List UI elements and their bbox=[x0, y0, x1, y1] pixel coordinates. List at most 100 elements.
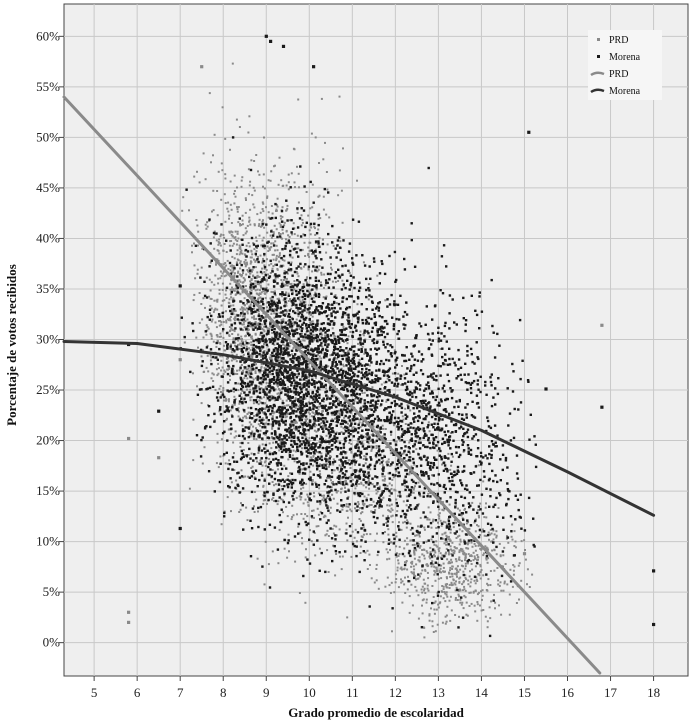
data-point bbox=[309, 358, 312, 362]
data-point bbox=[365, 428, 368, 431]
data-point bbox=[444, 600, 447, 603]
data-point bbox=[360, 512, 362, 515]
data-point bbox=[502, 554, 505, 557]
data-point bbox=[363, 502, 366, 505]
data-point bbox=[258, 388, 262, 391]
data-point bbox=[473, 521, 476, 524]
data-point bbox=[258, 444, 261, 447]
data-point bbox=[405, 526, 408, 529]
data-point bbox=[277, 346, 281, 349]
data-point bbox=[285, 415, 288, 418]
data-point bbox=[385, 400, 388, 403]
data-point bbox=[241, 385, 245, 389]
data-point bbox=[409, 539, 412, 542]
data-point bbox=[239, 366, 242, 370]
data-point bbox=[255, 239, 258, 242]
data-point bbox=[415, 507, 418, 510]
data-point bbox=[247, 382, 250, 386]
data-point bbox=[235, 253, 238, 256]
data-point bbox=[278, 376, 281, 378]
data-point bbox=[252, 266, 255, 269]
data-point bbox=[295, 293, 298, 296]
data-point bbox=[241, 452, 244, 455]
data-point bbox=[320, 452, 323, 455]
data-point bbox=[395, 440, 398, 443]
data-point bbox=[261, 407, 264, 410]
data-point bbox=[458, 556, 461, 559]
data-point bbox=[308, 255, 311, 258]
series-morena-points bbox=[127, 34, 656, 638]
data-point bbox=[224, 370, 227, 373]
data-point bbox=[218, 367, 220, 370]
data-point bbox=[485, 516, 488, 519]
data-point bbox=[217, 466, 220, 469]
data-point bbox=[270, 366, 273, 369]
data-point bbox=[427, 492, 430, 495]
data-point bbox=[248, 220, 251, 223]
data-point bbox=[428, 518, 431, 521]
data-point bbox=[344, 353, 348, 357]
data-point bbox=[245, 417, 248, 420]
data-point bbox=[220, 223, 223, 226]
data-point bbox=[256, 246, 258, 249]
data-point bbox=[302, 462, 305, 465]
data-point bbox=[445, 540, 448, 543]
data-point bbox=[241, 311, 244, 314]
data-point bbox=[295, 399, 298, 402]
data-point bbox=[276, 548, 280, 551]
data-point bbox=[330, 448, 334, 451]
data-point bbox=[235, 284, 238, 287]
data-point bbox=[298, 303, 302, 306]
data-point bbox=[331, 303, 334, 306]
data-point bbox=[391, 630, 393, 633]
data-point bbox=[440, 564, 443, 567]
data-point bbox=[279, 472, 282, 476]
data-point bbox=[237, 389, 240, 392]
data-point bbox=[276, 350, 279, 354]
data-point bbox=[257, 283, 260, 286]
data-point bbox=[293, 329, 296, 332]
data-point bbox=[208, 318, 211, 321]
data-point bbox=[213, 230, 216, 233]
plot-area bbox=[63, 3, 689, 677]
data-point bbox=[266, 397, 270, 400]
data-point bbox=[312, 455, 315, 457]
data-point bbox=[234, 287, 237, 290]
data-point bbox=[236, 261, 238, 264]
data-point bbox=[285, 209, 288, 212]
data-point bbox=[376, 554, 379, 557]
data-point bbox=[223, 399, 225, 402]
data-point bbox=[282, 299, 285, 302]
data-point bbox=[287, 334, 290, 337]
data-point bbox=[481, 528, 484, 531]
data-point bbox=[245, 273, 248, 276]
data-point bbox=[220, 275, 223, 277]
data-point bbox=[314, 291, 317, 294]
data-point bbox=[335, 296, 338, 299]
data-point bbox=[279, 413, 282, 416]
data-point bbox=[313, 532, 316, 534]
data-point bbox=[383, 479, 386, 482]
data-point bbox=[267, 283, 270, 286]
data-point bbox=[344, 382, 347, 386]
data-point bbox=[271, 234, 275, 237]
data-point bbox=[193, 293, 196, 296]
data-point bbox=[467, 583, 470, 586]
data-point bbox=[287, 280, 290, 284]
data-point bbox=[273, 308, 276, 311]
data-point bbox=[221, 393, 225, 396]
data-point bbox=[255, 498, 258, 501]
data-point bbox=[291, 256, 294, 259]
data-point bbox=[231, 353, 234, 356]
data-point bbox=[204, 330, 207, 333]
data-point bbox=[487, 531, 490, 534]
data-point bbox=[337, 280, 340, 282]
data-point bbox=[459, 601, 462, 604]
data-point bbox=[479, 565, 482, 568]
data-point bbox=[254, 280, 257, 283]
data-point bbox=[512, 569, 515, 572]
data-point bbox=[249, 324, 252, 327]
data-point bbox=[264, 355, 267, 358]
data-point bbox=[442, 520, 445, 523]
data-point bbox=[265, 333, 269, 336]
